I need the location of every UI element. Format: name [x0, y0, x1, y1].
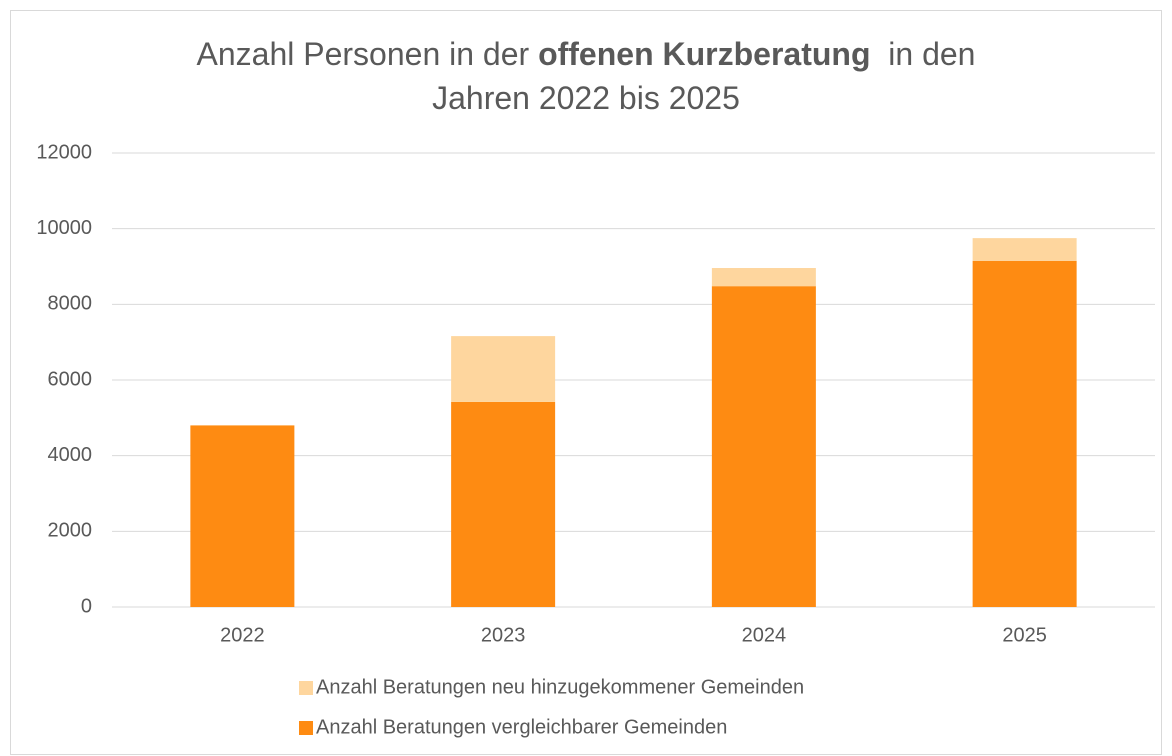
title-segment: Anzahl Personen in der	[197, 36, 539, 72]
y-tick-label: 4000	[48, 444, 93, 466]
y-tick-label: 8000	[48, 293, 93, 315]
chart-border	[10, 10, 1162, 755]
bar-segment	[451, 336, 556, 402]
x-tick-label: 2023	[481, 624, 526, 646]
title-segment: offenen Kurzberatung	[538, 36, 870, 72]
x-tick-label: 2025	[1002, 624, 1047, 646]
legend-swatch	[299, 681, 313, 695]
legend-label: Anzahl Beratungen vergleichbarer Gemeind…	[316, 716, 727, 738]
title-segment: in den	[871, 36, 976, 72]
bar-segment	[972, 260, 1077, 607]
x-tick-label: 2022	[220, 624, 265, 646]
bar-segment	[711, 268, 816, 287]
bar-segment	[451, 401, 556, 607]
x-tick-label: 2024	[742, 624, 787, 646]
y-tick-label: 2000	[48, 520, 93, 542]
title-segment: Jahren 2022 bis 2025	[432, 80, 740, 116]
bar-segment	[190, 425, 295, 607]
chart-title: Anzahl Personen in der offenen Kurzberat…	[197, 36, 976, 72]
y-tick-label: 0	[81, 595, 92, 617]
y-tick-label: 6000	[48, 368, 93, 390]
legend-swatch	[299, 721, 313, 735]
bar-segment	[711, 286, 816, 607]
chart-title: Jahren 2022 bis 2025	[432, 80, 740, 116]
legend-label: Anzahl Beratungen neu hinzugekommener Ge…	[316, 676, 804, 698]
y-tick-label: 12000	[36, 141, 92, 163]
y-tick-label: 10000	[36, 217, 92, 239]
bar-segment	[972, 238, 1077, 261]
